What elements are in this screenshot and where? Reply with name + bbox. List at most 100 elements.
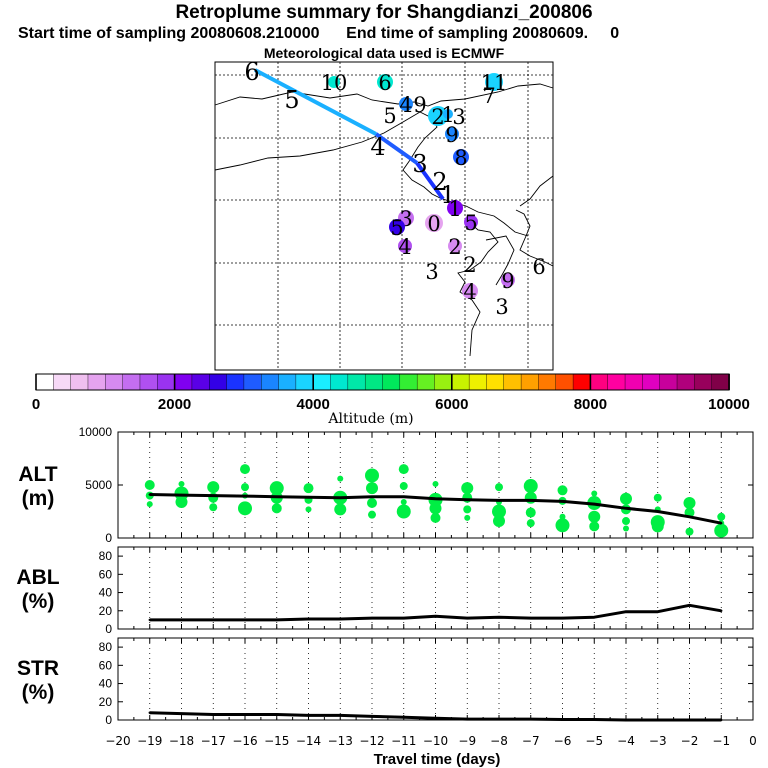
alt-cluster-dot <box>495 483 503 492</box>
alt-cluster-dot <box>461 482 474 495</box>
colorbar-cell <box>503 373 522 391</box>
x-tick-label: −16 <box>232 734 257 748</box>
colorbar-cell <box>399 373 418 391</box>
cluster-marker <box>377 74 393 90</box>
series-point <box>339 714 342 717</box>
cluster-number: 5 <box>383 104 396 128</box>
panel-abl: 0 20 40 60 80 ABL(%) <box>16 546 754 636</box>
series-point <box>434 615 437 618</box>
colorbar-cell <box>313 373 332 391</box>
x-tick-label: −20 <box>105 734 130 748</box>
x-tick-label: −12 <box>359 734 384 748</box>
colorbar-cell <box>382 373 401 391</box>
cluster-number: 6 <box>378 71 391 95</box>
series-point <box>148 618 151 622</box>
cluster-number: 2 <box>448 235 461 259</box>
cluster-marker <box>453 149 469 165</box>
trajectory-day-label: 3 <box>412 150 427 178</box>
alt-cluster-dot <box>463 505 472 514</box>
panel-str: 0 20 40 60 80 STR(%) <box>17 637 754 727</box>
alt-cluster-dot <box>398 464 409 475</box>
alt-cluster-dot <box>650 515 665 530</box>
alt-cluster-dot <box>178 480 185 487</box>
series-point <box>434 716 437 720</box>
sampling-time-line: Start time of sampling 20080608.210000 E… <box>18 25 768 43</box>
colorbar-cell <box>538 373 557 391</box>
colorbar-cell <box>624 373 644 391</box>
series-point <box>466 498 469 502</box>
x-tick-label: −7 <box>522 734 540 748</box>
colorbar-cell <box>590 373 609 391</box>
alt-cluster-dot <box>366 482 378 495</box>
colorbar-cell <box>347 373 366 391</box>
series-point <box>466 717 469 721</box>
series-point <box>402 495 405 498</box>
colorbar-cell <box>261 373 280 391</box>
x-tick-label: −19 <box>137 734 162 748</box>
panel-y-tick-label: 40 <box>99 677 113 691</box>
time-series-panels: 0500010000ALT(m)020406080ABL(%)020406080… <box>16 425 754 727</box>
panel-y-tick-label: 80 <box>99 640 113 654</box>
alt-cluster-dot <box>464 514 471 521</box>
series-point <box>529 499 532 502</box>
alt-cluster-dot <box>683 497 696 510</box>
series-point <box>212 713 215 716</box>
map-frame <box>214 61 554 371</box>
cluster-number: 6 <box>532 255 545 279</box>
colorbar-cell <box>139 373 159 391</box>
colorbar-tick-label: 2000 <box>158 396 191 413</box>
colorbar-cell <box>105 373 124 391</box>
series-point <box>497 499 501 502</box>
alt-cluster-dot <box>144 480 155 490</box>
alt-cluster-dot <box>365 468 379 483</box>
series-point <box>212 494 215 497</box>
colorbar-cell <box>243 373 263 391</box>
trajectory-day-label: 5 <box>284 86 299 114</box>
colorbar-cell <box>694 373 713 391</box>
colorbar-cell <box>209 373 228 391</box>
alt-cluster-dot <box>174 486 189 501</box>
series-point <box>466 616 469 620</box>
panel-y-tick-label: 60 <box>99 658 113 672</box>
cluster-number: 8 <box>454 146 467 170</box>
cluster-marker <box>485 73 503 91</box>
cluster-number: 5 <box>390 216 403 240</box>
cluster-marker <box>445 127 459 141</box>
alt-cluster-dot <box>589 521 600 532</box>
series-point <box>624 610 628 613</box>
alt-cluster-dot <box>334 503 347 516</box>
cluster-marker <box>328 76 340 88</box>
cluster-number: 1 <box>441 103 454 127</box>
alt-cluster-dot <box>588 510 601 523</box>
alt-cluster-dot <box>620 492 632 505</box>
panel-y-tick-label: 20 <box>99 604 113 618</box>
panel-ylabel: ABL <box>16 566 59 589</box>
x-tick-label: −14 <box>296 734 321 748</box>
cluster-number: 4 <box>463 280 476 304</box>
series-point <box>148 711 151 714</box>
colorbar-cell <box>174 373 193 391</box>
colorbar-cell <box>364 373 384 391</box>
alt-cluster-dot <box>523 479 538 494</box>
series-point <box>688 604 691 607</box>
series-point <box>180 618 183 622</box>
colorbar-tick-label: 6000 <box>435 396 468 413</box>
alt-cluster-dot <box>207 481 220 494</box>
cluster-marker <box>501 273 515 287</box>
x-tick-label: −17 <box>201 734 226 748</box>
colorbar-cell <box>520 373 540 391</box>
alt-cluster-dot <box>240 464 250 475</box>
series-point <box>624 507 628 510</box>
cluster-number: 11 <box>481 71 508 95</box>
colorbar-cell <box>434 373 453 391</box>
series-point <box>593 615 596 619</box>
series-point <box>561 616 564 620</box>
x-tick-labels: −20 −19 −18 −17 −16 −15 −14 −13 −12 −11 −10 −9 −8 −7−… <box>105 734 756 748</box>
coastline-peninsula <box>485 235 515 286</box>
panel-yunit: (m) <box>22 487 55 510</box>
x-tick-label: −15 <box>264 734 289 748</box>
panel-y-tick-label: 5000 <box>85 478 112 492</box>
panel-y-tick-label: 0 <box>105 713 112 727</box>
colorbar-cell <box>122 373 141 391</box>
